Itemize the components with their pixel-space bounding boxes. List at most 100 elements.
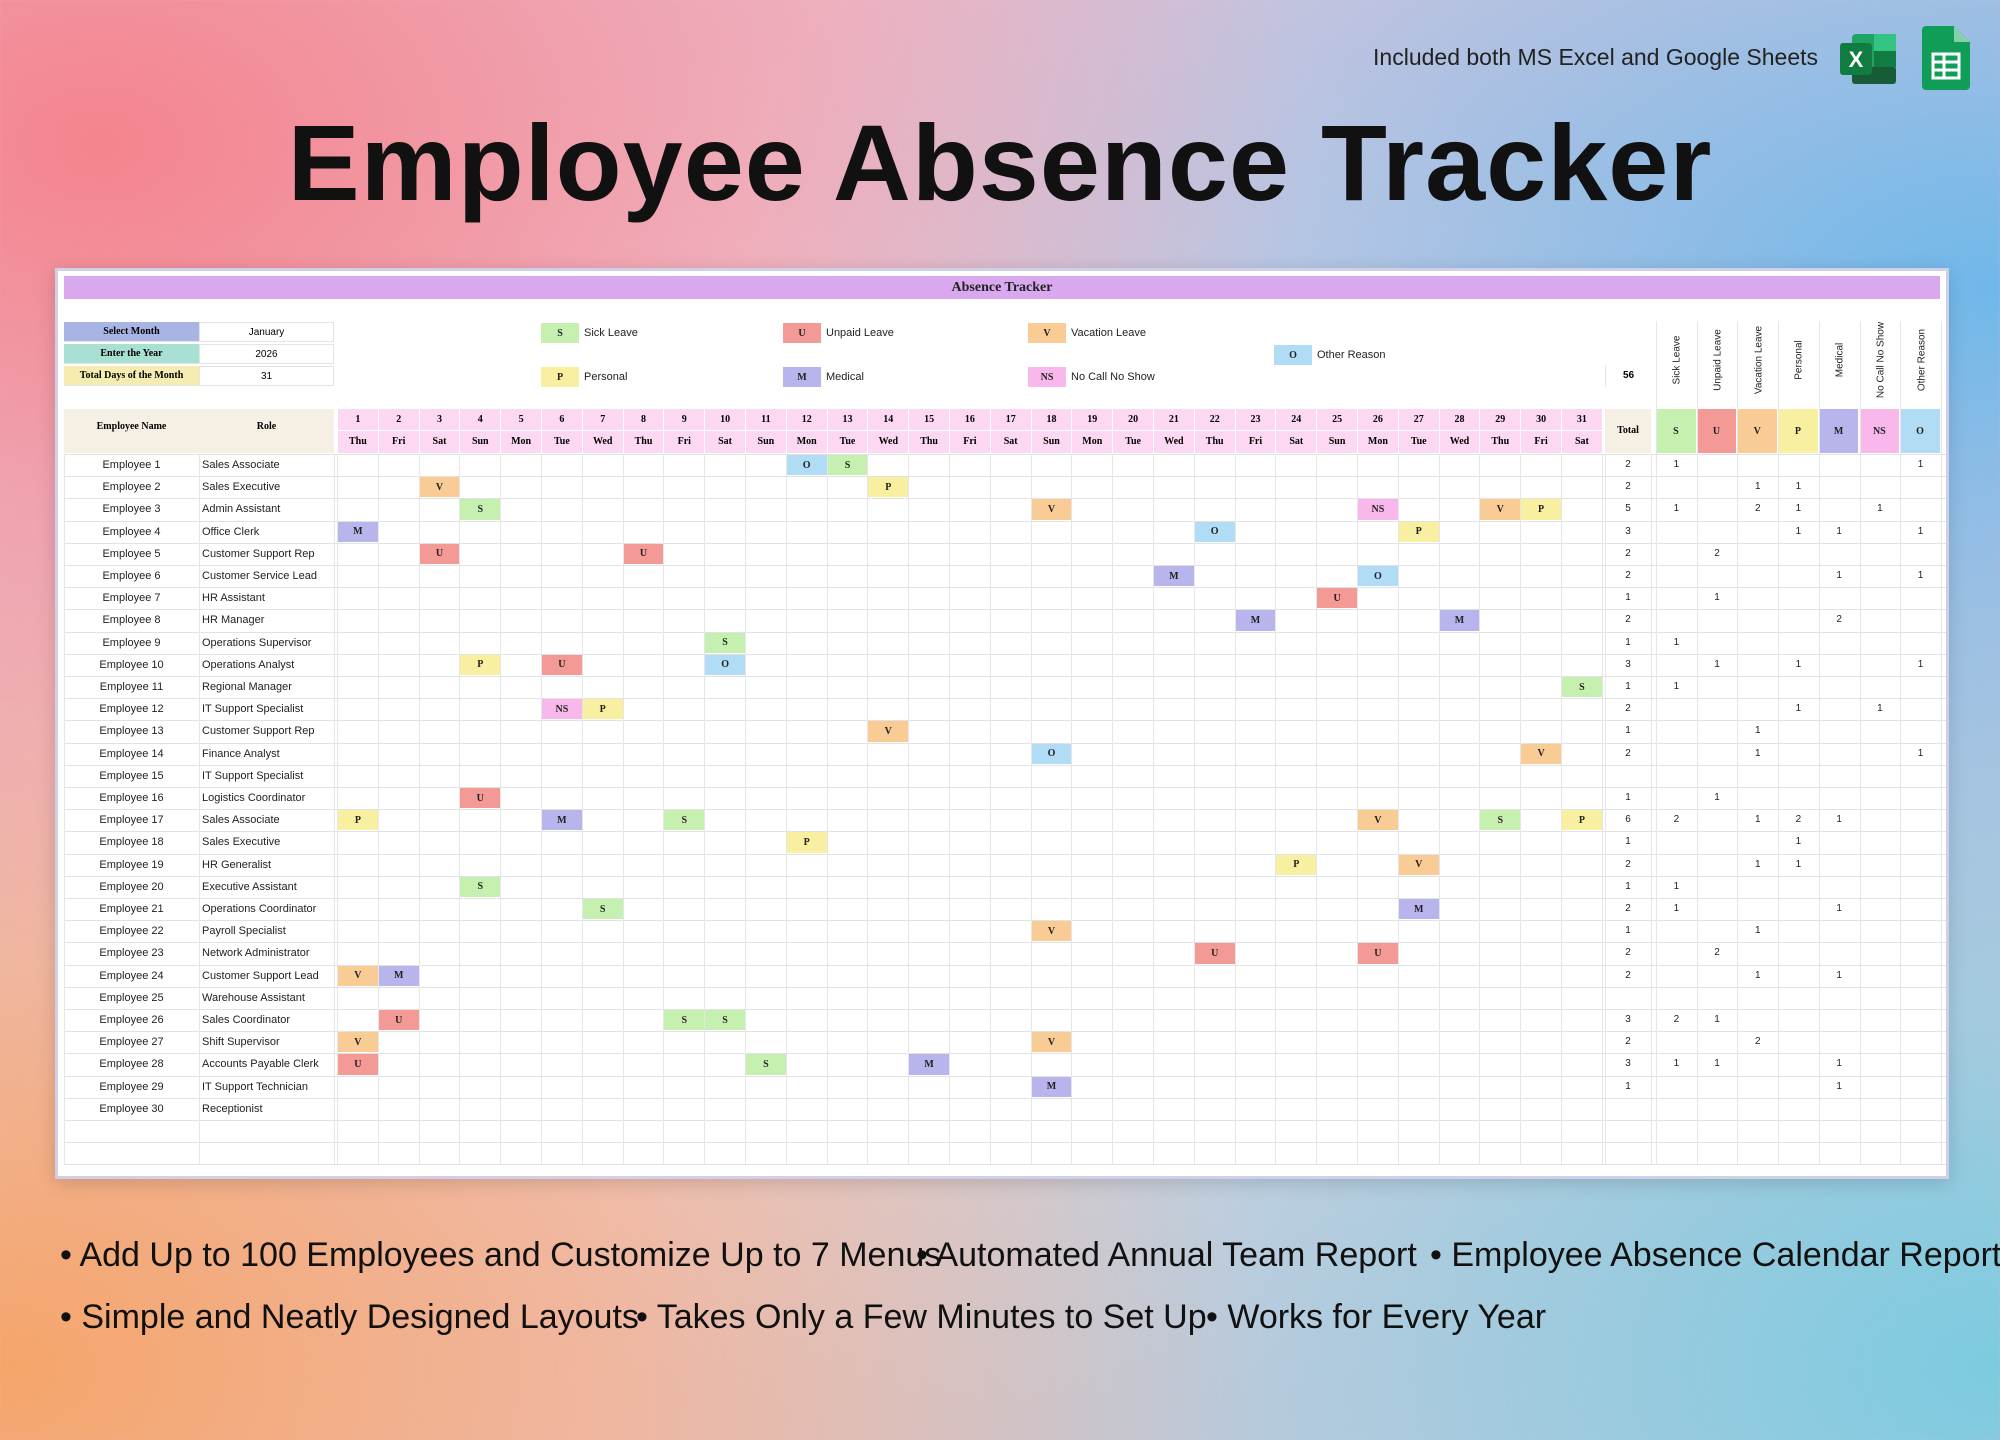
employee-role[interactable]: Operations Coordinator xyxy=(202,903,317,915)
employee-role[interactable]: Payroll Specialist xyxy=(202,925,286,938)
employee-name[interactable]: Employee 9 xyxy=(102,636,161,649)
absence-mark[interactable]: S xyxy=(1562,677,1602,698)
employee-role[interactable]: Sales Executive xyxy=(202,836,281,849)
employee-name[interactable]: Employee 25 xyxy=(99,991,164,1004)
absence-mark[interactable]: V xyxy=(1031,499,1072,520)
employee-name[interactable]: Employee 11 xyxy=(99,681,164,693)
employee-name[interactable]: Employee 6 xyxy=(102,570,161,582)
absence-mark[interactable]: V xyxy=(1358,810,1398,831)
absence-mark[interactable]: V xyxy=(868,721,909,742)
absence-mark[interactable]: S xyxy=(664,1010,705,1031)
control-value[interactable]: 2026 xyxy=(199,344,334,364)
employee-role[interactable]: Sales Associate xyxy=(202,814,280,827)
absence-mark[interactable]: S xyxy=(582,899,623,920)
employee-name[interactable]: Employee 17 xyxy=(99,814,164,827)
employee-role[interactable]: Shift Supervisor xyxy=(202,1036,280,1049)
employee-name[interactable]: Employee 26 xyxy=(99,1014,164,1026)
employee-name[interactable]: Employee 19 xyxy=(99,858,164,871)
absence-mark[interactable]: O xyxy=(1031,743,1072,764)
employee-name[interactable]: Employee 10 xyxy=(99,658,164,671)
absence-mark[interactable]: O xyxy=(786,455,827,476)
employee-name[interactable]: Employee 5 xyxy=(102,547,161,560)
employee-name[interactable]: Employee 12 xyxy=(99,703,164,716)
absence-mark[interactable]: U xyxy=(1358,943,1398,964)
employee-name[interactable]: Employee 16 xyxy=(99,792,164,804)
employee-role[interactable]: Sales Executive xyxy=(202,481,281,494)
absence-mark[interactable]: U xyxy=(419,543,460,564)
absence-mark[interactable]: V xyxy=(1398,854,1439,875)
absence-mark[interactable]: P xyxy=(786,832,827,853)
absence-mark[interactable]: U xyxy=(378,1010,419,1031)
employee-name[interactable]: Employee 24 xyxy=(99,969,164,982)
absence-mark[interactable]: S xyxy=(705,632,745,653)
employee-role[interactable]: Customer Service Lead xyxy=(202,570,317,582)
absence-mark[interactable]: M xyxy=(338,521,378,542)
absence-mark[interactable]: P xyxy=(1562,810,1602,831)
employee-name[interactable]: Employee 18 xyxy=(99,836,164,849)
employee-name[interactable]: Employee 15 xyxy=(99,769,164,782)
employee-role[interactable]: Customer Support Lead xyxy=(202,969,319,982)
employee-role[interactable]: Operations Analyst xyxy=(202,658,295,671)
employee-name[interactable]: Employee 3 xyxy=(102,503,161,516)
employee-role[interactable]: HR Manager xyxy=(202,614,265,627)
absence-mark[interactable]: M xyxy=(542,810,582,831)
employee-name[interactable]: Employee 7 xyxy=(102,592,161,605)
employee-role[interactable]: HR Generalist xyxy=(202,858,272,871)
absence-mark[interactable]: S xyxy=(664,810,705,831)
employee-name[interactable]: Employee 20 xyxy=(99,880,164,893)
absence-mark[interactable]: M xyxy=(909,1054,949,1075)
control-value[interactable]: 31 xyxy=(199,366,334,386)
employee-name[interactable]: Employee 4 xyxy=(102,525,161,538)
absence-mark[interactable]: P xyxy=(1276,854,1317,875)
employee-name[interactable]: Employee 14 xyxy=(99,747,164,760)
absence-mark[interactable]: P xyxy=(338,810,378,831)
employee-role[interactable]: IT Support Specialist xyxy=(202,703,304,716)
employee-role[interactable]: HR Assistant xyxy=(202,592,265,605)
employee-name[interactable]: Employee 13 xyxy=(99,725,164,738)
employee-name[interactable]: Employee 29 xyxy=(99,1080,164,1093)
employee-role[interactable]: IT Support Specialist xyxy=(202,769,304,782)
employee-role[interactable]: Receptionist xyxy=(202,1102,263,1115)
absence-mark[interactable]: V xyxy=(1480,499,1521,520)
employee-role[interactable]: Sales Coordinator xyxy=(202,1014,291,1026)
absence-mark[interactable]: V xyxy=(1031,921,1072,942)
employee-name[interactable]: Employee 1 xyxy=(102,459,161,471)
employee-role[interactable]: Office Clerk xyxy=(202,525,260,538)
employee-role[interactable]: Sales Associate xyxy=(202,459,280,471)
absence-mark[interactable]: M xyxy=(1398,899,1439,920)
absence-mark[interactable]: S xyxy=(827,455,868,476)
absence-mark[interactable]: S xyxy=(746,1054,786,1075)
employee-name[interactable]: Employee 8 xyxy=(102,614,161,627)
employee-name[interactable]: Employee 23 xyxy=(99,947,164,960)
employee-role[interactable]: Regional Manager xyxy=(202,681,292,693)
absence-mark[interactable]: NS xyxy=(542,699,582,720)
absence-mark[interactable]: U xyxy=(623,543,664,564)
employee-role[interactable]: Customer Support Rep xyxy=(202,725,315,738)
employee-role[interactable]: Finance Analyst xyxy=(202,747,280,760)
absence-mark[interactable]: M xyxy=(1235,610,1276,631)
absence-mark[interactable]: S xyxy=(1480,810,1521,831)
absence-mark[interactable]: M xyxy=(1439,610,1480,631)
employee-role[interactable]: Warehouse Assistant xyxy=(202,991,305,1004)
employee-name[interactable]: Employee 21 xyxy=(99,903,164,915)
employee-role[interactable]: Logistics Coordinator xyxy=(202,792,306,804)
absence-mark[interactable]: U xyxy=(1317,588,1357,609)
absence-mark[interactable]: V xyxy=(1521,743,1561,764)
employee-role[interactable]: Executive Assistant xyxy=(202,880,297,893)
employee-role[interactable]: Accounts Payable Clerk xyxy=(202,1058,319,1071)
employee-name[interactable]: Employee 28 xyxy=(99,1058,164,1071)
absence-mark[interactable]: V xyxy=(419,477,460,498)
absence-mark[interactable]: V xyxy=(338,1032,378,1053)
absence-mark[interactable]: P xyxy=(1521,499,1561,520)
absence-mark[interactable]: M xyxy=(1154,566,1194,587)
employee-role[interactable]: Operations Supervisor xyxy=(202,636,312,649)
absence-mark[interactable]: O xyxy=(1358,566,1398,587)
control-value[interactable]: January xyxy=(199,322,334,342)
employee-role[interactable]: Network Administrator xyxy=(202,947,310,960)
absence-mark[interactable]: M xyxy=(1031,1076,1072,1097)
employee-role[interactable]: Admin Assistant xyxy=(202,503,281,516)
absence-mark[interactable]: U xyxy=(338,1054,378,1075)
absence-mark[interactable]: M xyxy=(378,965,419,986)
absence-mark[interactable]: V xyxy=(1031,1032,1072,1053)
employee-name[interactable]: Employee 30 xyxy=(99,1102,164,1115)
